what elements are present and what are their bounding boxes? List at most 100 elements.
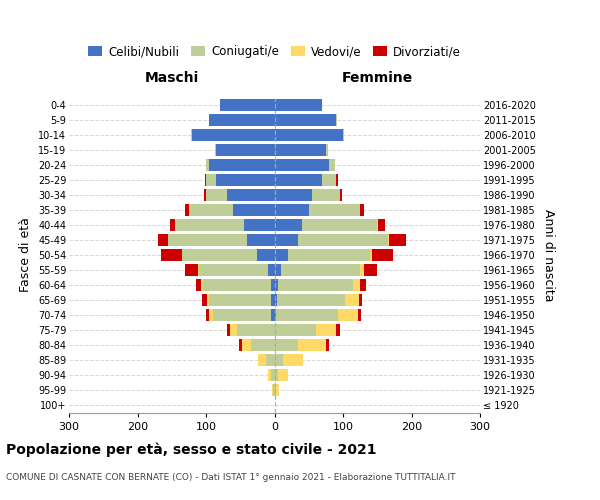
Bar bbox=[201, 278, 203, 291]
Bar bbox=[359, 294, 362, 306]
Bar bbox=[326, 338, 329, 351]
Bar bbox=[388, 234, 389, 246]
Legend: Celibi/Nubili, Coniugati/e, Vedovi/e, Divorziati/e: Celibi/Nubili, Coniugati/e, Vedovi/e, Di… bbox=[83, 40, 466, 63]
Bar bbox=[237, 324, 275, 336]
Bar bbox=[239, 338, 242, 351]
Bar bbox=[378, 218, 385, 232]
Bar bbox=[266, 354, 275, 366]
Bar bbox=[278, 278, 353, 291]
Bar bbox=[288, 248, 370, 262]
Bar bbox=[298, 338, 326, 351]
Bar bbox=[353, 278, 360, 291]
Bar bbox=[208, 294, 209, 306]
Bar bbox=[258, 354, 266, 366]
Text: COMUNE DI CASNATE CON BERNATE (CO) - Dati ISTAT 1° gennaio 2021 - Elaborazione T: COMUNE DI CASNATE CON BERNATE (CO) - Dat… bbox=[6, 472, 455, 482]
Bar bbox=[216, 174, 275, 186]
Bar bbox=[275, 264, 281, 276]
Bar bbox=[185, 264, 199, 276]
Bar bbox=[275, 114, 336, 126]
Bar bbox=[268, 368, 271, 382]
Bar bbox=[275, 158, 329, 172]
Bar bbox=[340, 188, 341, 202]
Bar bbox=[206, 158, 209, 172]
Bar bbox=[329, 158, 335, 172]
Bar bbox=[309, 204, 360, 216]
Bar bbox=[213, 308, 271, 322]
Bar bbox=[298, 234, 388, 246]
Bar bbox=[247, 234, 275, 246]
Bar bbox=[275, 188, 312, 202]
Bar bbox=[170, 218, 175, 232]
Bar bbox=[322, 174, 336, 186]
Bar bbox=[209, 294, 271, 306]
Bar bbox=[326, 144, 328, 156]
Bar bbox=[275, 98, 322, 112]
Y-axis label: Anni di nascita: Anni di nascita bbox=[542, 209, 555, 301]
Bar bbox=[316, 324, 336, 336]
Bar bbox=[206, 174, 216, 186]
Bar bbox=[209, 158, 275, 172]
Bar bbox=[336, 324, 340, 336]
Bar bbox=[275, 368, 278, 382]
Bar bbox=[389, 234, 406, 246]
Bar bbox=[204, 188, 206, 202]
Bar bbox=[275, 308, 276, 322]
Bar bbox=[377, 218, 378, 232]
Text: Femmine: Femmine bbox=[341, 71, 413, 85]
Bar bbox=[215, 144, 216, 156]
Bar bbox=[276, 308, 338, 322]
Bar bbox=[277, 294, 345, 306]
Bar bbox=[199, 264, 268, 276]
Bar bbox=[244, 218, 275, 232]
Bar bbox=[302, 218, 377, 232]
Bar bbox=[360, 264, 364, 276]
Text: Popolazione per età, sesso e stato civile - 2021: Popolazione per età, sesso e stato civil… bbox=[6, 442, 377, 457]
Bar bbox=[271, 308, 275, 322]
Bar bbox=[275, 174, 322, 186]
Bar bbox=[364, 264, 377, 276]
Bar bbox=[175, 218, 244, 232]
Bar bbox=[196, 278, 201, 291]
Bar bbox=[257, 248, 275, 262]
Bar bbox=[275, 338, 298, 351]
Bar bbox=[345, 294, 359, 306]
Bar bbox=[358, 308, 361, 322]
Bar bbox=[202, 294, 208, 306]
Bar bbox=[336, 174, 338, 186]
Bar bbox=[220, 98, 275, 112]
Bar bbox=[275, 128, 343, 141]
Bar bbox=[185, 204, 189, 216]
Bar bbox=[275, 144, 326, 156]
Bar bbox=[336, 114, 337, 126]
Bar bbox=[275, 234, 298, 246]
Bar bbox=[275, 248, 288, 262]
Bar bbox=[338, 308, 358, 322]
Bar bbox=[276, 384, 279, 396]
Bar bbox=[343, 128, 344, 141]
Bar bbox=[209, 308, 213, 322]
Bar bbox=[161, 248, 182, 262]
Bar bbox=[206, 308, 209, 322]
Bar bbox=[273, 384, 275, 396]
Bar bbox=[370, 248, 373, 262]
Bar bbox=[373, 248, 393, 262]
Bar bbox=[158, 234, 169, 246]
Bar bbox=[209, 114, 275, 126]
Bar bbox=[278, 368, 288, 382]
Bar bbox=[275, 278, 278, 291]
Bar bbox=[251, 338, 275, 351]
Bar bbox=[272, 384, 273, 396]
Bar bbox=[203, 278, 271, 291]
Bar bbox=[227, 188, 275, 202]
Bar bbox=[275, 204, 309, 216]
Bar bbox=[312, 188, 340, 202]
Bar bbox=[169, 234, 247, 246]
Bar bbox=[275, 324, 316, 336]
Bar bbox=[182, 248, 257, 262]
Bar bbox=[275, 354, 283, 366]
Bar bbox=[283, 354, 303, 366]
Bar bbox=[275, 384, 276, 396]
Bar bbox=[271, 368, 275, 382]
Bar bbox=[275, 294, 277, 306]
Bar bbox=[271, 294, 275, 306]
